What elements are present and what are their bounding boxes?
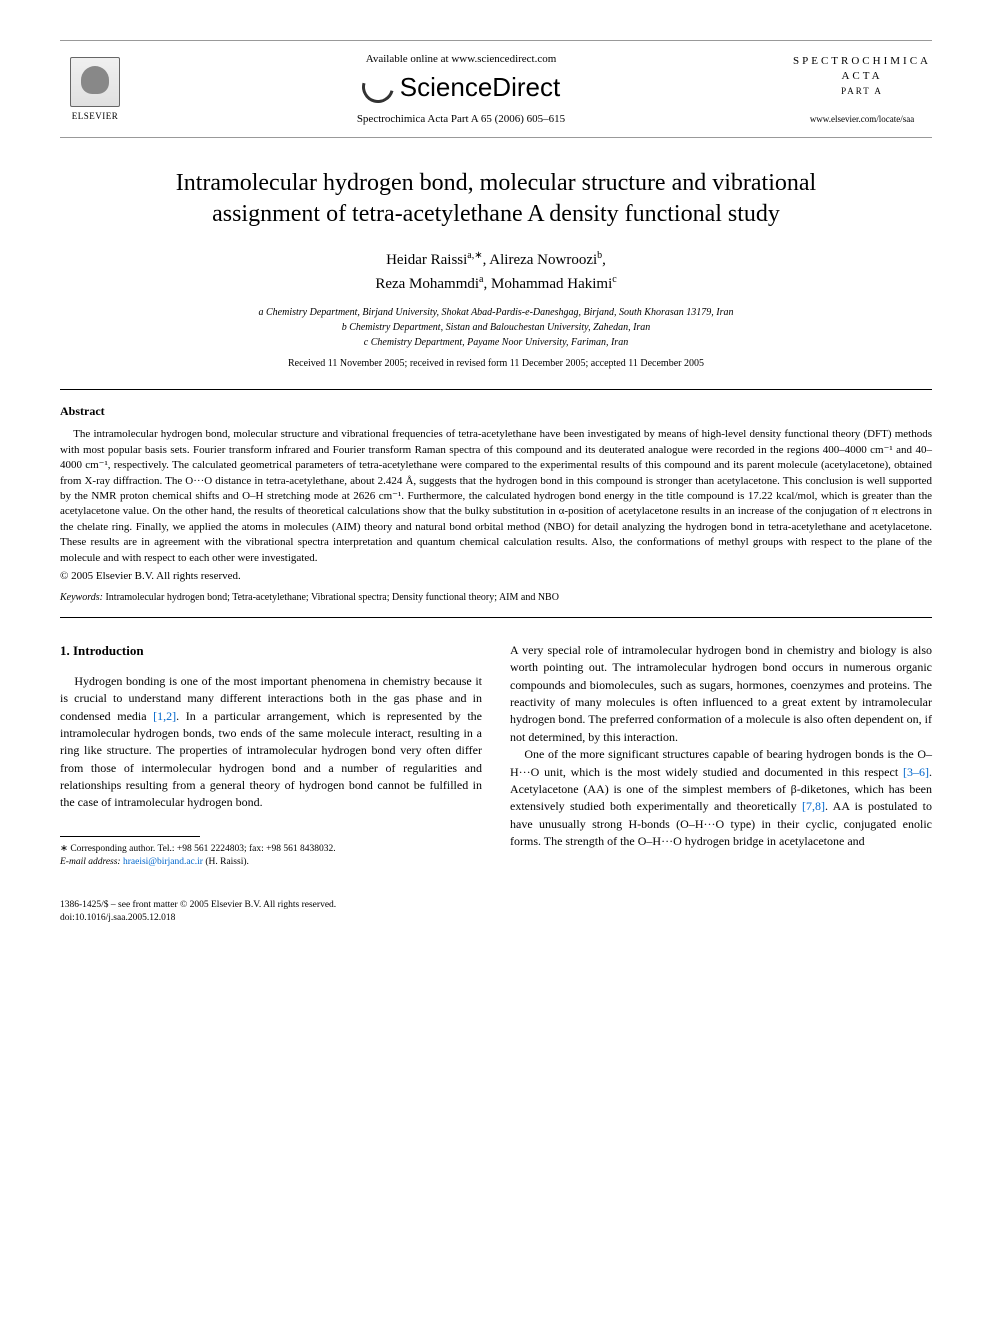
affiliation-c: c Chemistry Department, Payame Noor Univ… bbox=[60, 335, 932, 350]
journal-name: SPECTROCHIMICA ACTA bbox=[792, 54, 932, 85]
author-sep2: , bbox=[602, 252, 606, 268]
author-1-sup: a,∗ bbox=[467, 250, 482, 261]
journal-box: SPECTROCHIMICA ACTA PART A www.elsevier.… bbox=[792, 54, 932, 125]
rule-above-abstract bbox=[60, 389, 932, 390]
author-4-sup: c bbox=[612, 274, 616, 285]
ref-link-1-2[interactable]: [1,2] bbox=[153, 709, 176, 723]
footnote-separator bbox=[60, 836, 200, 837]
affiliation-a: a Chemistry Department, Birjand Universi… bbox=[60, 305, 932, 320]
email-label: E-mail address: bbox=[60, 857, 121, 867]
sciencedirect-swoosh-icon bbox=[356, 65, 400, 109]
author-1: Heidar Raissi bbox=[386, 252, 467, 268]
rule-below-abstract bbox=[60, 617, 932, 618]
email-line: E-mail address: hraeisi@birjand.ac.ir (H… bbox=[60, 856, 482, 869]
affiliations: a Chemistry Department, Birjand Universi… bbox=[60, 305, 932, 350]
author-sep3: , Mohammad Hakimi bbox=[484, 276, 613, 292]
center-branding: Available online at www.sciencedirect.co… bbox=[130, 53, 792, 125]
abstract-copyright: © 2005 Elsevier B.V. All rights reserved… bbox=[60, 570, 932, 582]
footer-line-1: 1386-1425/$ – see front matter © 2005 El… bbox=[60, 899, 932, 911]
elsevier-label: ELSEVIER bbox=[60, 111, 130, 121]
abstract-heading: Abstract bbox=[60, 404, 932, 419]
available-online-text: Available online at www.sciencedirect.co… bbox=[130, 53, 792, 65]
keywords-line: Keywords: Intramolecular hydrogen bond; … bbox=[60, 592, 932, 603]
intro-para-3: One of the more significant structures c… bbox=[510, 746, 932, 850]
corr-email[interactable]: hraeisi@birjand.ac.ir bbox=[123, 857, 203, 867]
ref-link-3-6[interactable]: [3–6] bbox=[903, 765, 929, 779]
intro-p1b: . In a particular arrangement, which is … bbox=[60, 709, 482, 810]
elsevier-tree-icon bbox=[70, 57, 120, 107]
body-columns: 1. Introduction Hydrogen bonding is one … bbox=[60, 642, 932, 870]
page-footer: 1386-1425/$ – see front matter © 2005 El… bbox=[60, 899, 932, 924]
email-suffix: (H. Raissi). bbox=[205, 857, 249, 867]
ref-link-7-8[interactable]: [7,8] bbox=[802, 799, 825, 813]
intro-para-1: Hydrogen bonding is one of the most impo… bbox=[60, 673, 482, 812]
sciencedirect-wordmark: ScienceDirect bbox=[400, 72, 560, 103]
column-right: A very special role of intramolecular hy… bbox=[510, 642, 932, 870]
sciencedirect-logo: ScienceDirect bbox=[130, 71, 792, 103]
journal-url: www.elsevier.com/locate/saa bbox=[792, 114, 932, 124]
elsevier-logo: ELSEVIER bbox=[60, 57, 130, 121]
citation-line: Spectrochimica Acta Part A 65 (2006) 605… bbox=[130, 113, 792, 125]
authors-block: Heidar Raissia,∗, Alireza Nowroozib, Rez… bbox=[60, 248, 932, 295]
intro-para-2: A very special role of intramolecular hy… bbox=[510, 642, 932, 746]
corresponding-author-footnote: ∗ Corresponding author. Tel.: +98 561 22… bbox=[60, 843, 482, 870]
intro-p3a: One of the more significant structures c… bbox=[510, 747, 932, 778]
abstract-body: The intramolecular hydrogen bond, molecu… bbox=[60, 427, 932, 566]
article-dates: Received 11 November 2005; received in r… bbox=[60, 358, 932, 369]
affiliation-b: b Chemistry Department, Sistan and Balou… bbox=[60, 320, 932, 335]
keywords-text: Intramolecular hydrogen bond; Tetra-acet… bbox=[105, 592, 558, 603]
journal-header: ELSEVIER Available online at www.science… bbox=[60, 40, 932, 138]
intro-heading: 1. Introduction bbox=[60, 642, 482, 661]
author-sep: , Alireza Nowroozi bbox=[483, 252, 598, 268]
journal-part: PART A bbox=[792, 86, 932, 96]
footer-doi: doi:10.1016/j.saa.2005.12.018 bbox=[60, 912, 932, 924]
author-3: Reza Mohammdi bbox=[375, 276, 479, 292]
keywords-label: Keywords: bbox=[60, 592, 103, 603]
corr-author-line: ∗ Corresponding author. Tel.: +98 561 22… bbox=[60, 843, 482, 856]
article-title: Intramolecular hydrogen bond, molecular … bbox=[140, 168, 852, 230]
column-left: 1. Introduction Hydrogen bonding is one … bbox=[60, 642, 482, 870]
